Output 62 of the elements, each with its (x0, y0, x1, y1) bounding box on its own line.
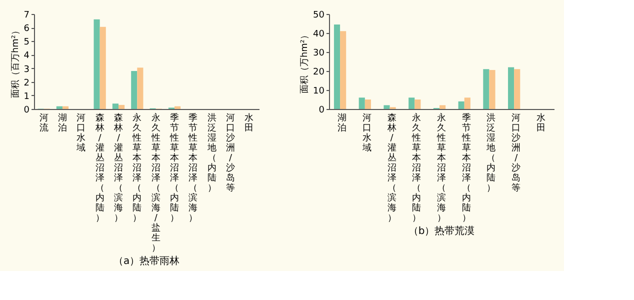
category-label: 季节性草本沼泽（内陆） (462, 114, 471, 224)
y-tick-label: 0 (24, 106, 30, 116)
bar (56, 106, 62, 109)
bar (131, 71, 138, 109)
bar (174, 106, 181, 109)
bar (384, 105, 390, 109)
x-tick-label: 水田 (536, 112, 546, 134)
y-tick-label: 5 (24, 38, 30, 48)
bar (508, 67, 514, 109)
y-tick-label: 10 (313, 86, 325, 96)
y-tick-label: 6 (24, 24, 30, 34)
category-label: 森林/灌丛沼泽（内陆） (95, 114, 104, 224)
bar (137, 68, 144, 109)
y-tick-label: 2 (24, 78, 30, 88)
category-label: 森林/灌丛沼泽（滨海） (114, 114, 123, 224)
x-tick-label: 河口水域 (76, 112, 86, 154)
x-tick-label: 河口水域 (361, 112, 372, 154)
bar (118, 104, 125, 109)
bar (100, 26, 106, 109)
bar (458, 101, 464, 109)
x-tick-label: 湖泊 (338, 112, 347, 134)
bar (408, 98, 415, 109)
bar (94, 19, 100, 109)
bar (439, 105, 446, 109)
y-axis-title: 面积（百万hm²） (10, 26, 21, 98)
category-label: 森林/灌丛沼泽（滨海） (387, 114, 396, 224)
y-tick-label: 1 (24, 92, 30, 102)
category-label: 永久性草本沼泽（内陆） (412, 114, 422, 224)
bar (112, 104, 118, 109)
bar (334, 24, 340, 109)
bar (340, 31, 346, 109)
y-tick-label: 4 (24, 51, 30, 62)
x-tick-label: 河口沙洲/沙岛等 (512, 112, 521, 194)
y-tick-label: 0 (318, 106, 325, 116)
bar (489, 70, 496, 109)
y-tick-label: 3 (24, 64, 30, 75)
x-tick-label: 湖泊 (58, 112, 67, 134)
bar (414, 100, 421, 109)
y-axis-title: 面积（万hm²） (300, 30, 310, 94)
y-tick-label: 20 (313, 68, 325, 78)
y-tick-label: 50 (313, 10, 325, 20)
text: （b）热带荒漠 (408, 225, 475, 237)
x-tick-label: 河口沙洲/沙岛等 (226, 112, 236, 194)
bar (358, 98, 365, 109)
x-tick-label: 水田 (244, 112, 254, 134)
category-label: 永久性草本沼泽（内陆） (132, 114, 142, 224)
category-label: 永久性草本沼泽（滨海/盐生） (151, 114, 160, 254)
bar (483, 69, 490, 109)
category-label: 季节性草本沼泽（滨海） (188, 114, 198, 224)
category-label: 季节性草本沼泽（内陆） (170, 114, 180, 224)
y-tick-label: 7 (24, 10, 30, 20)
bar (464, 98, 470, 109)
x-tick-label: 洪泛湿地（内陆） (486, 112, 496, 194)
bar (364, 100, 371, 109)
y-tick-label: 30 (313, 48, 325, 58)
x-tick-label: 洪泛湿地（内陆） (206, 112, 216, 194)
text: （a）热带雨林 (113, 255, 180, 267)
bar (514, 69, 520, 109)
bar (62, 106, 69, 109)
y-tick-label: 40 (313, 30, 325, 40)
category-label: 永久性草本沼泽（滨海） (437, 114, 446, 224)
x-tick-label: 河流 (39, 112, 48, 134)
